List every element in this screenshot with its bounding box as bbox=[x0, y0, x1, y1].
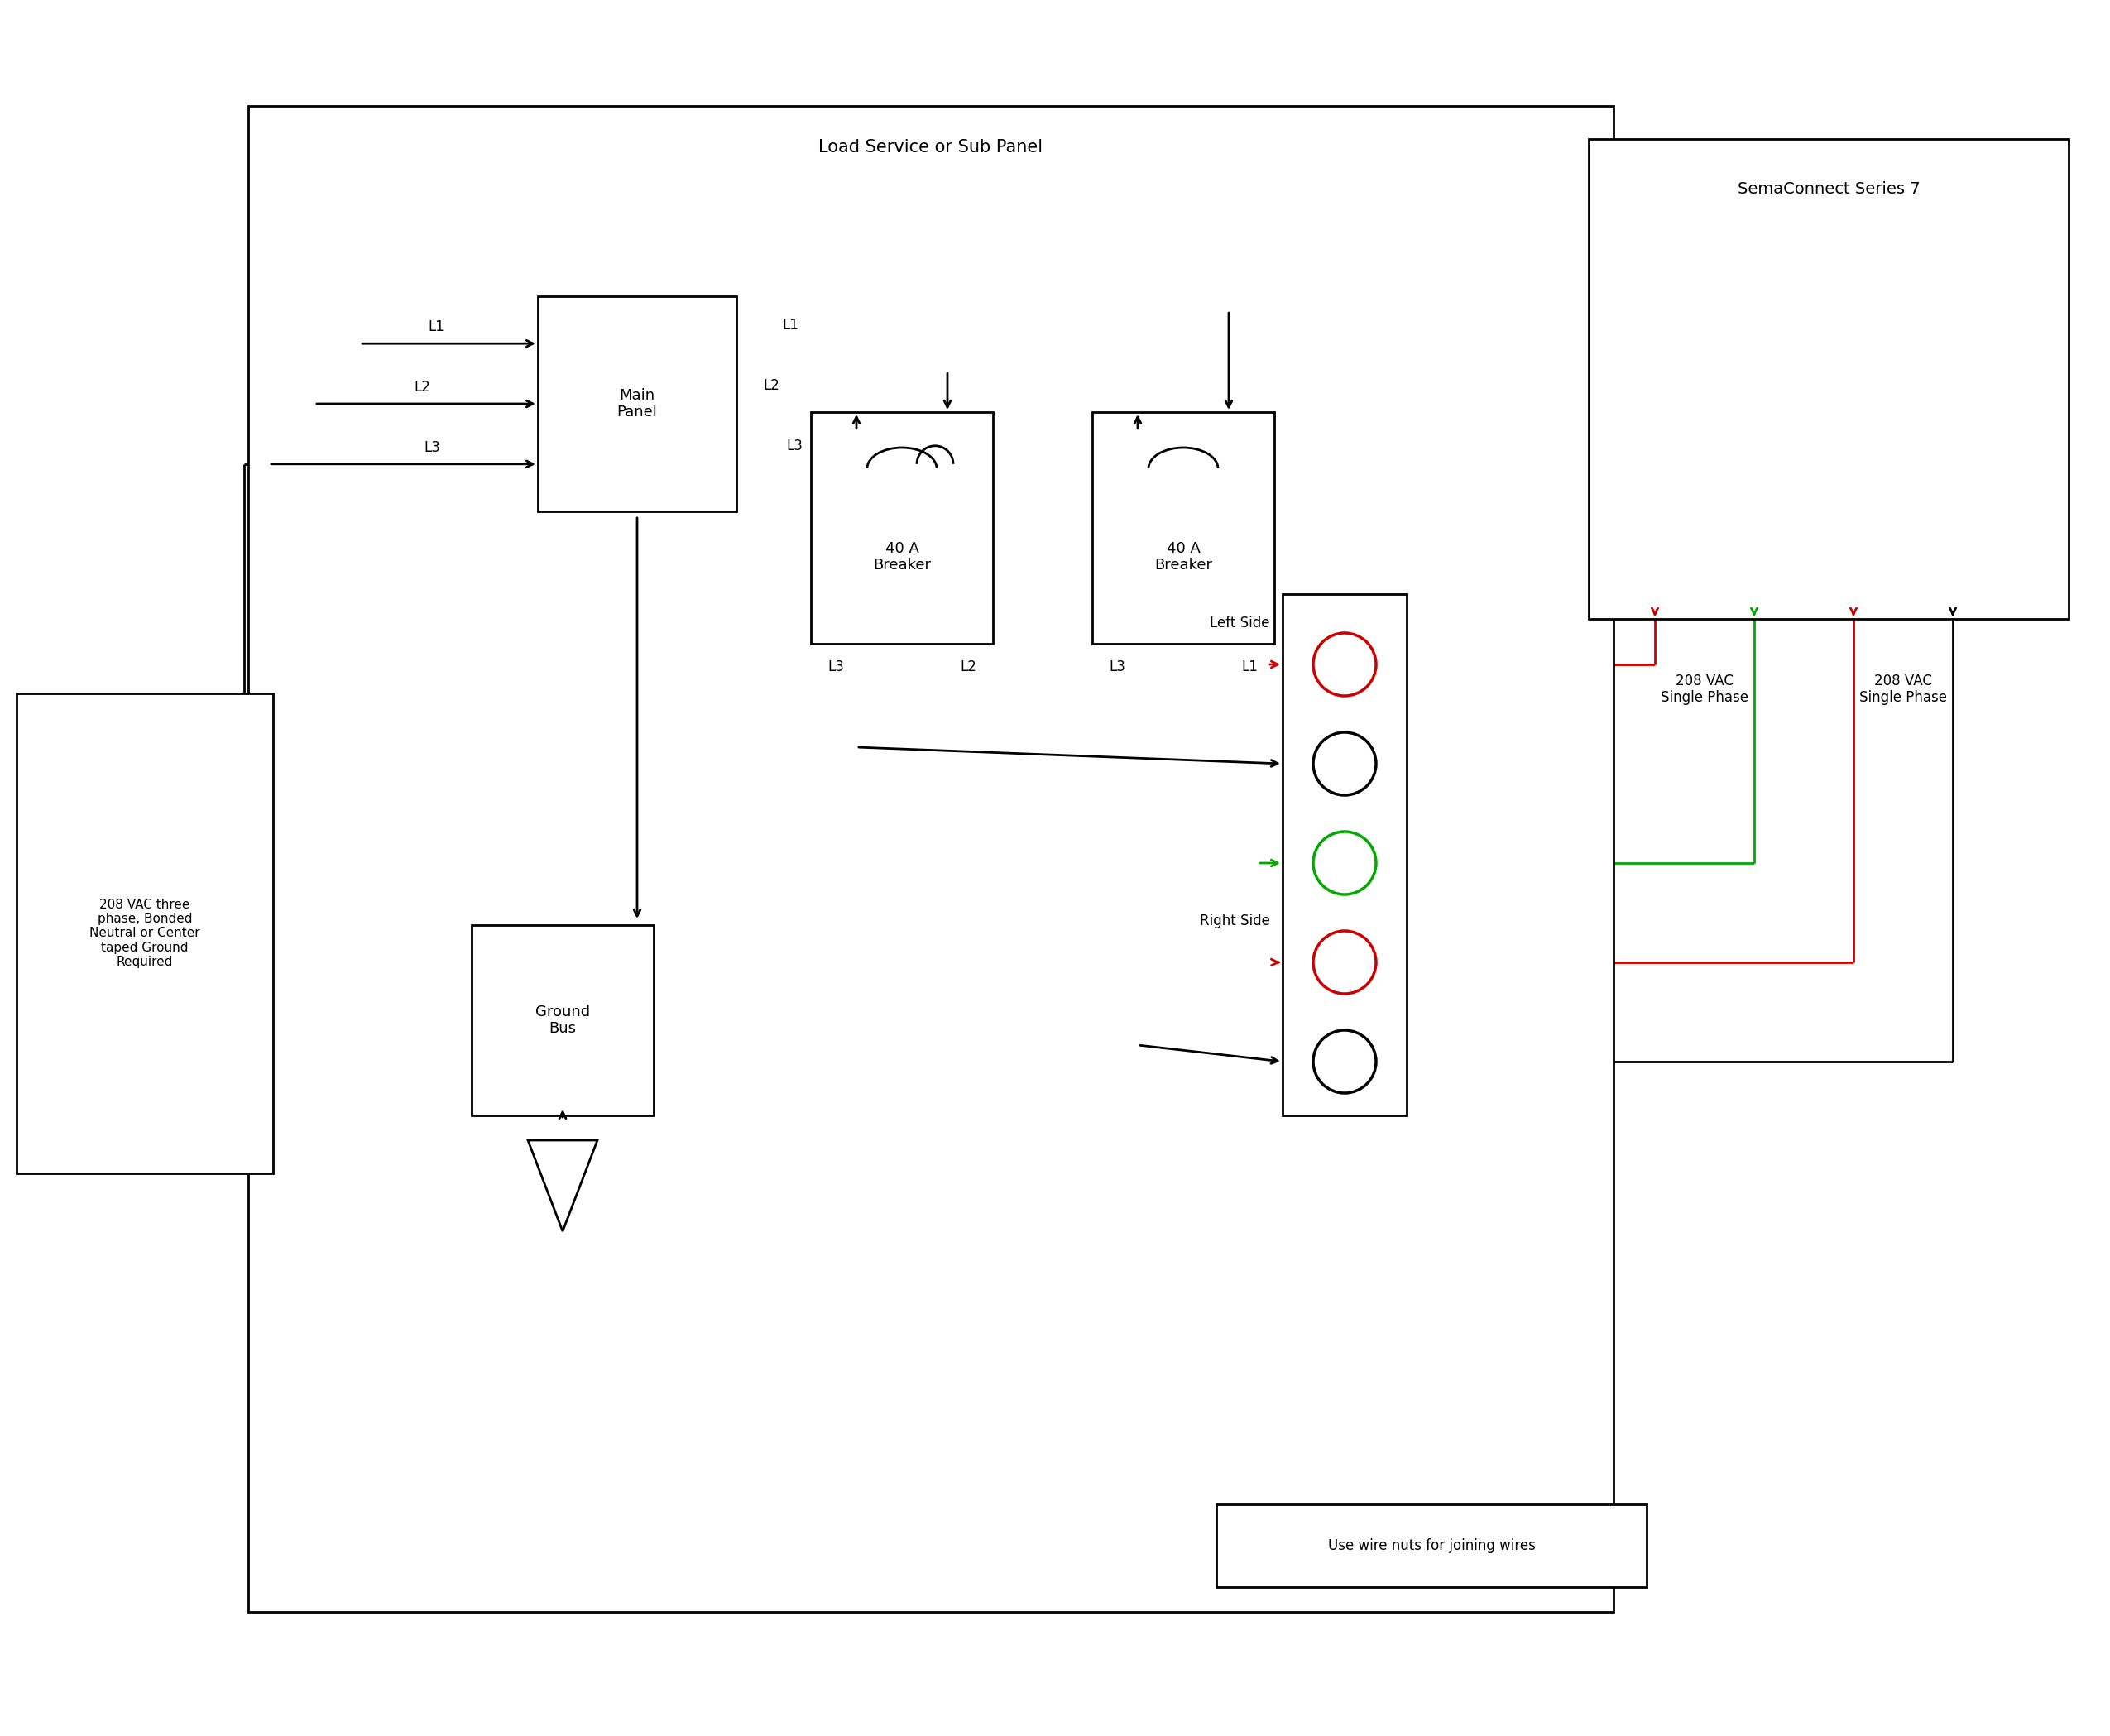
Bar bbox=[17, 693, 272, 1174]
Bar bbox=[1215, 1505, 1646, 1587]
Bar bbox=[473, 925, 654, 1116]
Text: Main
Panel: Main Panel bbox=[616, 387, 658, 420]
Text: 208 VAC
Single Phase: 208 VAC Single Phase bbox=[1661, 674, 1749, 705]
Text: L1: L1 bbox=[1241, 660, 1258, 674]
Bar bbox=[1093, 411, 1274, 644]
Text: L2: L2 bbox=[960, 660, 977, 674]
Text: Use wire nuts for joining wires: Use wire nuts for joining wires bbox=[1327, 1538, 1536, 1554]
Text: SemaConnect Series 7: SemaConnect Series 7 bbox=[1737, 181, 1920, 196]
Text: L3: L3 bbox=[424, 439, 441, 455]
Bar bbox=[810, 411, 994, 644]
Text: 40 A
Breaker: 40 A Breaker bbox=[1154, 542, 1213, 573]
Text: L1: L1 bbox=[783, 318, 798, 333]
Text: L2: L2 bbox=[764, 378, 779, 392]
Text: 208 VAC
Single Phase: 208 VAC Single Phase bbox=[1859, 674, 1948, 705]
Bar bbox=[1589, 139, 2068, 620]
Bar bbox=[1283, 594, 1407, 1116]
Text: Ground
Bus: Ground Bus bbox=[536, 1003, 591, 1036]
Text: Load Service or Sub Panel: Load Service or Sub Panel bbox=[819, 139, 1042, 156]
Text: 208 VAC three
phase, Bonded
Neutral or Center
taped Ground
Required: 208 VAC three phase, Bonded Neutral or C… bbox=[89, 898, 200, 969]
Text: L3: L3 bbox=[827, 660, 844, 674]
Text: Right Side: Right Side bbox=[1201, 913, 1270, 929]
Bar bbox=[538, 297, 736, 512]
Text: L1: L1 bbox=[428, 319, 445, 335]
Text: L3: L3 bbox=[787, 439, 802, 453]
Text: Left Side: Left Side bbox=[1211, 616, 1270, 630]
Text: 40 A
Breaker: 40 A Breaker bbox=[874, 542, 931, 573]
Text: L2: L2 bbox=[414, 380, 430, 394]
Bar bbox=[249, 106, 1614, 1613]
Text: L3: L3 bbox=[1110, 660, 1125, 674]
